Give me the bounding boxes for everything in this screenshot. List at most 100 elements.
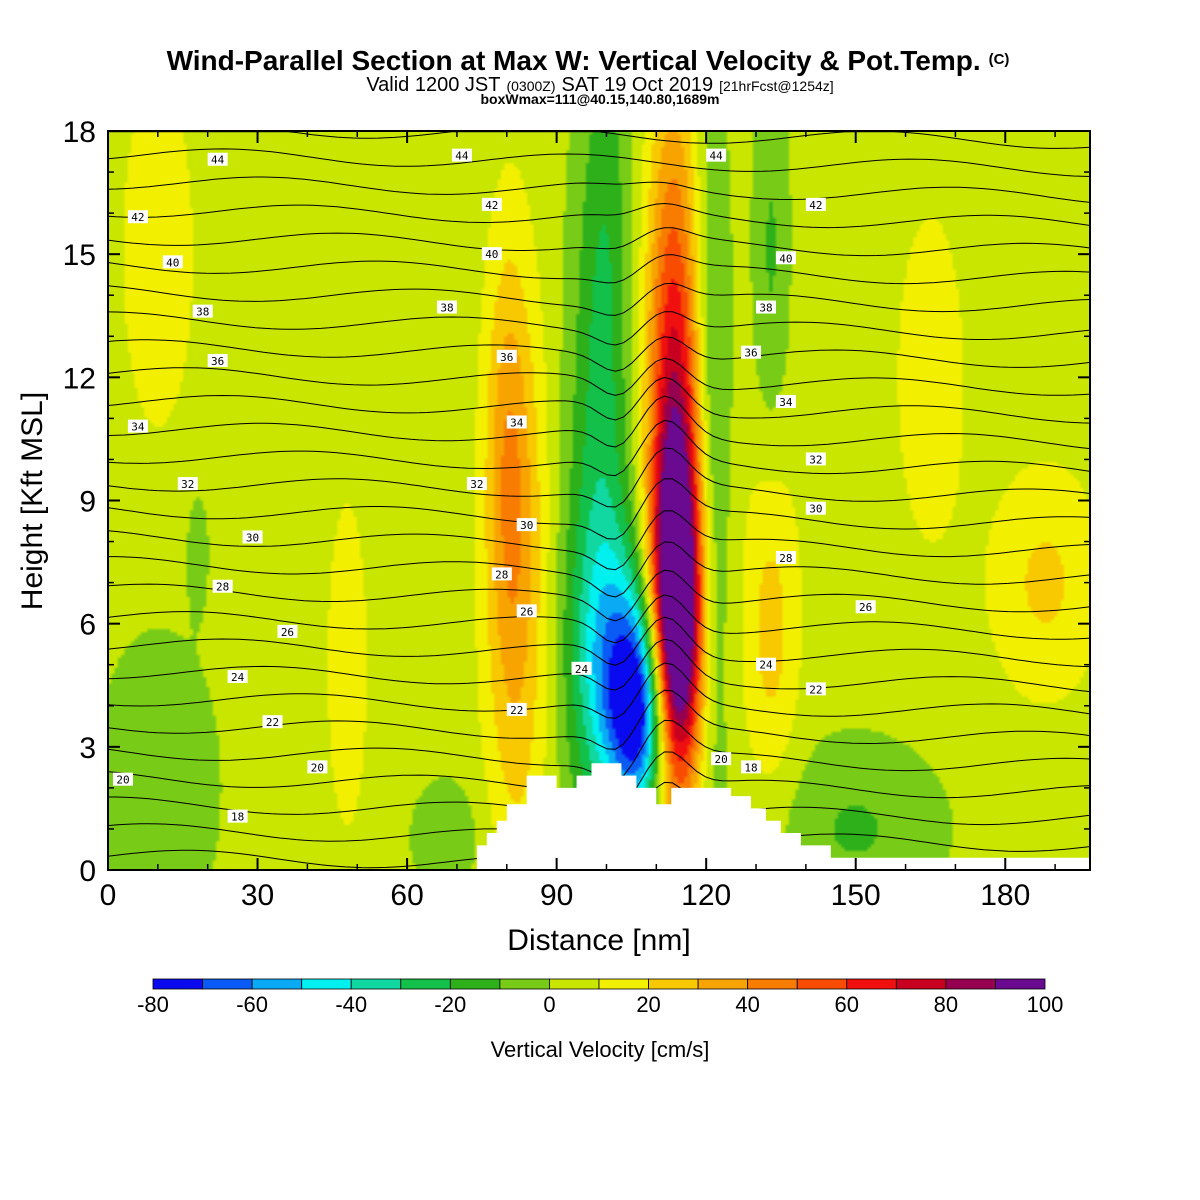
colorbar-swatch — [648, 978, 699, 990]
theta-contour-label: 44 — [706, 148, 727, 163]
colorbar-tick-label: 0 — [543, 992, 555, 1017]
theta-contour-line — [108, 638, 1090, 693]
colorbar-tick-label: -80 — [137, 992, 169, 1017]
theta-contour-label: 26 — [516, 604, 537, 618]
colorbar-swatch — [796, 978, 848, 990]
theta-contour-label: 22 — [805, 682, 826, 696]
theta-contour-label-text: 28 — [779, 552, 792, 565]
theta-contour-label-text: 42 — [485, 199, 498, 212]
theta-contour-label: 30 — [805, 501, 826, 516]
colorbar-swatch — [202, 978, 253, 990]
colorbar-swatch — [846, 978, 897, 990]
theta-contour-line — [108, 282, 1090, 316]
theta-contour-label-text: 28 — [216, 581, 229, 594]
y-tick-label: 15 — [63, 239, 96, 272]
theta-contour-label-text: 44 — [710, 150, 724, 163]
theta-contour-label: 32 — [177, 477, 198, 491]
theta-contour-label-text: 44 — [455, 150, 469, 163]
colorbar-swatch — [895, 978, 947, 990]
theta-contour-label: 28 — [212, 579, 233, 594]
theta-contour-line — [108, 419, 1090, 477]
theta-contour-label: 34 — [506, 415, 527, 429]
theta-contour-label: 40 — [162, 255, 183, 269]
theta-contour-label-text: 32 — [470, 478, 483, 491]
theta-contour-label-text: 38 — [759, 302, 772, 315]
theta-contour-label-text: 34 — [131, 421, 145, 434]
x-axis-label: Distance [nm] — [507, 924, 690, 957]
x-tick-label: 60 — [390, 879, 423, 912]
theta-contour-line — [108, 395, 1090, 450]
theta-contour-label-text: 44 — [211, 154, 225, 167]
colorbar-tick-label: 80 — [934, 992, 958, 1017]
theta-contour-label: 18 — [227, 809, 248, 824]
colorbar-title: Vertical Velocity [cm/s] — [491, 1037, 710, 1062]
theta-contour-label-text: 40 — [166, 256, 179, 269]
theta-contour-label: 32 — [466, 477, 487, 491]
x-tick-label: 0 — [100, 879, 117, 912]
theta-contour-label-text: 22 — [809, 683, 822, 696]
colorbar-tick-label: -60 — [236, 992, 268, 1017]
x-tick-label: 180 — [980, 879, 1030, 912]
theta-contour-line — [108, 447, 1090, 508]
theta-contour-label-text: 38 — [196, 306, 209, 319]
chart-subtitle: Valid 1200 JST (0300Z) SAT 19 Oct 2019 [21h… — [366, 74, 833, 96]
theta-contour-label-text: 30 — [246, 531, 259, 544]
theta-contour-label: 38 — [755, 300, 776, 315]
theta-contour-line — [108, 176, 1090, 203]
theta-contour-label: 42 — [127, 210, 148, 224]
y-tick-label: 6 — [79, 609, 96, 642]
theta-contour-label: 20 — [307, 760, 328, 774]
theta-contour-label-text: 20 — [311, 761, 324, 774]
theta-contour-label: 24 — [755, 657, 776, 672]
theta-contour-label-text: 34 — [779, 396, 793, 409]
colorbar-tick-label: 40 — [735, 992, 759, 1017]
theta-contour-label: 30 — [242, 530, 263, 544]
theta-contour-label-text: 22 — [510, 704, 523, 717]
theta-contour-label: 30 — [516, 518, 537, 532]
colorbar-swatch — [945, 978, 996, 990]
theta-contour-label-text: 34 — [510, 416, 524, 429]
y-tick-label: 3 — [79, 732, 96, 765]
theta-contour-label-text: 26 — [520, 605, 533, 618]
theta-contour-line — [108, 311, 1090, 346]
theta-contour-line — [108, 357, 1090, 396]
theta-contour-label: 44 — [207, 152, 228, 167]
x-axis: 0 30 60 90 120 150 180 — [100, 131, 1056, 912]
theta-contour-label-text: 40 — [485, 248, 498, 261]
y-tick-label: 9 — [79, 486, 96, 519]
vertical-velocity-field — [108, 131, 1090, 870]
colorbar-swatch — [400, 978, 451, 990]
theta-contour-line — [108, 616, 1090, 668]
theta-contour-label-text: 24 — [759, 659, 773, 672]
colorbar-tick-label: -20 — [434, 992, 466, 1017]
theta-contour-label-text: 38 — [440, 302, 453, 315]
theta-contour-label-text: 32 — [809, 453, 822, 466]
plot-area: 44 44 44 42 42 42 40 40 40 38 38 38 36 36 36 34 34 34 32 32… — [108, 131, 1090, 870]
colorbar-swatch — [449, 978, 501, 990]
colorbar-swatch — [301, 978, 352, 990]
chart-title: Wind-Parallel Section at Max W: Vertical… — [167, 45, 1010, 76]
theta-contour-line — [108, 478, 1090, 540]
colorbar-swatch — [549, 978, 600, 990]
theta-contour-label-text: 36 — [500, 351, 513, 364]
theta-contour-label: 38 — [192, 304, 213, 319]
colorbar: -80 -60 -40 -20 0 20 40 60 80 100 — [137, 978, 1063, 1017]
theta-contour-label: 36 — [207, 353, 228, 368]
colorbar-swatch — [697, 978, 749, 990]
theta-contour-labels: 44 44 44 42 42 42 40 40 40 38 38 38 36 36 36 34 34 34 32 32… — [112, 148, 876, 824]
theta-contour-label-text: 20 — [715, 753, 728, 766]
theta-contour-label: 40 — [481, 247, 502, 261]
theta-contour-label: 44 — [451, 148, 472, 163]
theta-contour-label: 38 — [436, 300, 457, 315]
theta-contour-line — [108, 510, 1090, 571]
colorbar-swatch — [499, 978, 550, 990]
terrain-mask — [476, 763, 1090, 870]
theta-contour-label: 26 — [277, 624, 298, 639]
theta-contour-label: 32 — [805, 452, 826, 466]
theta-contour-label: 18 — [741, 760, 762, 774]
y-axis-label: Height [Kft MSL] — [16, 392, 49, 610]
theta-contour-label: 22 — [506, 702, 527, 717]
subtitle-utc: (0300Z) — [506, 78, 555, 94]
